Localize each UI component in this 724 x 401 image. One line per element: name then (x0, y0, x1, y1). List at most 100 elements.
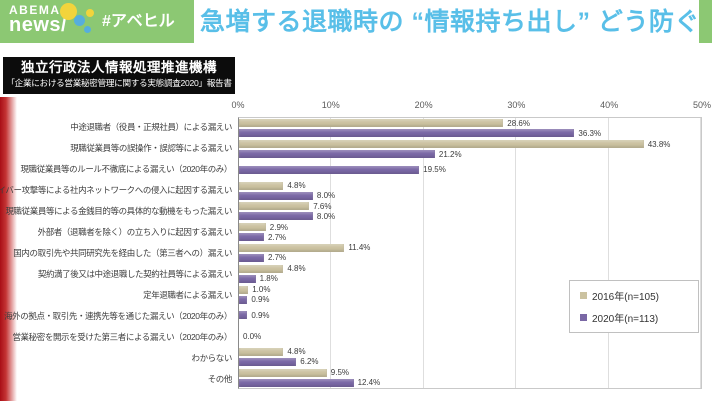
bar-line: 6.2% (239, 357, 701, 366)
bar-line: 4.8% (239, 181, 701, 190)
legend-entry: 2016年(n=105) (580, 288, 688, 303)
bar-line: 21.2% (239, 150, 701, 159)
bar-row: 2.9% 2.7% (239, 222, 701, 243)
category-label: 海外の拠点・取引先・連携先等を通じた漏えい（2020年のみ） (4, 310, 232, 321)
bar-value-label: 28.6% (507, 118, 530, 128)
category-label: 現職従業員等の誤操作・誤認等による漏えい (70, 143, 232, 154)
bar-value-label: 9.5% (330, 368, 349, 378)
category-label: 現職従業員等による金銭目的等の具体的な動機をもった漏えい (5, 206, 232, 217)
bar-value-label: 7.6% (313, 201, 332, 211)
plot-area: 2016年(n=105) 2020年(n=113) 28.6% 36.3% 43.8%… (238, 117, 702, 389)
logo-dot-blue-small-icon (84, 26, 91, 33)
bar-segment (239, 253, 264, 262)
bar-segment (239, 233, 264, 242)
bar-row: 1.0% 0.9% (239, 284, 701, 305)
gridline (515, 118, 517, 388)
bar-segment (239, 274, 256, 283)
legend-swatch-icon (580, 314, 587, 321)
bar-line: 1.8% (239, 274, 701, 283)
x-axis-tick: 10% (321, 100, 340, 110)
bar-segment (239, 378, 354, 387)
category-label: わからない (191, 352, 232, 363)
bar-row: 4.8% 1.8% (239, 263, 701, 284)
bar-row: 19.5% (239, 160, 701, 181)
bar-value-label: 4.8% (287, 181, 306, 191)
bar-segment (239, 243, 345, 252)
brand-abema-text: ABEMA (9, 3, 61, 17)
bar-value-label: 2.9% (269, 222, 289, 232)
bar-segment (239, 347, 284, 356)
bar-value-label: 2.7% (267, 232, 287, 242)
chart-legend: 2016年(n=105) 2020年(n=113) (569, 280, 699, 333)
category-label: サイバー攻撃等による社内ネットワークへの侵入に起因する漏えい (0, 185, 232, 196)
bar-line: 2.7% (239, 233, 701, 242)
bar-line: 43.8% (239, 140, 701, 149)
bar-value-label: 43.8% (647, 139, 671, 149)
headline-end-strip (699, 0, 712, 43)
x-axis: 0% 10% 20% 30% 40% 50% (231, 95, 711, 117)
bar-line: 2.9% (239, 223, 701, 232)
category-label: 外部者（退職者を除く）の立ち入りに起因する漏えい (37, 227, 233, 238)
bar-chart: 0% 10% 20% 30% 40% 50% 中途退職者（役員・正規社員）による漏えい 現職… (0, 95, 716, 395)
source-attribution-box: 独立行政法人情報処理推進機構 「企業における営業秘密管理に関する実態調査2020… (3, 57, 235, 94)
bar-line: 8.0% (239, 212, 701, 221)
bar-segment (239, 140, 644, 149)
header-bar: ABEMA news/ #アベヒル 急増する退職時の “情報持ち出し” どう防ぐ… (0, 0, 724, 43)
bar-segment (239, 119, 504, 128)
legend-entry: 2020年(n=113) (580, 310, 688, 325)
bar-line: 19.5% (239, 165, 701, 174)
category-label: 中途退職者（役員・正規社員）による漏えい (70, 122, 232, 133)
bar-row: 4.8% 8.0% (239, 180, 701, 201)
bar-segment (239, 181, 284, 190)
bar-value-label: 19.5% (423, 165, 446, 175)
bar-line: 4.8% (239, 264, 701, 273)
bar-value-label: 36.3% (578, 128, 602, 138)
brand-wordmark: ABEMA news/ (9, 4, 67, 35)
gridline (607, 118, 609, 388)
category-labels-column: 中途退職者（役員・正規社員）による漏えい 現職従業員等の誤操作・誤認等による漏えい… (0, 117, 233, 389)
legend-label: 2016年(n=105) (592, 292, 659, 303)
bar-line: 12.4% (239, 378, 701, 387)
bar-line: 9.5% (239, 368, 701, 377)
gridline (422, 118, 424, 388)
left-accent-strip (0, 97, 17, 401)
bar-row: 11.4% 2.7% (239, 243, 701, 264)
bar-value-label: 8.0% (316, 191, 336, 201)
bar-segment (239, 264, 284, 273)
x-axis-tick: 0% (231, 100, 245, 110)
category-label: 営業秘密を開示を受けた第三者による漏えい（2020年のみ） (12, 331, 232, 342)
bar-line: 28.6% (239, 119, 701, 128)
source-organization: 独立行政法人情報処理推進機構 (21, 60, 217, 75)
bar-value-label: 4.8% (287, 347, 306, 357)
bar-line: 8.0% (239, 191, 701, 200)
bar-row: 0.0% (239, 326, 701, 347)
logo-dot-yellow-small-icon (86, 9, 94, 17)
logo-dot-yellow-large-icon (60, 3, 77, 20)
bar-segment (239, 202, 310, 211)
bar-row: 9.5% 12.4% (239, 367, 701, 388)
bar-value-label: 12.4% (357, 378, 381, 388)
bar-line: 0.0% (239, 332, 701, 341)
program-hashtag: #アベヒル (102, 13, 175, 30)
bar-segment (239, 212, 313, 221)
category-label: その他 (207, 373, 233, 384)
bar-segment (239, 150, 435, 159)
bar-value-label: 1.0% (252, 285, 271, 294)
legend-swatch-icon (580, 292, 587, 299)
bar-row: 0.9% (239, 305, 701, 326)
bar-value-label: 0.9% (251, 310, 270, 320)
legend-label: 2020年(n=113) (592, 314, 659, 325)
bar-segment (239, 223, 266, 232)
bar-segment (239, 368, 327, 377)
bar-segment (239, 165, 420, 174)
logo-dot-blue-medium-icon (74, 15, 85, 26)
headline-title: 急増する退職時の “情報持ち出し” どう防ぐ？ (200, 8, 724, 36)
bar-value-label: 1.8% (259, 274, 278, 284)
bar-line: 0.9% (239, 311, 701, 320)
gridline (700, 118, 701, 388)
bar-line: 36.3% (239, 129, 701, 138)
category-label: 契約満了後又は中途退職した契約社員等による漏えい (37, 268, 233, 279)
bar-value-label: 4.8% (287, 264, 306, 274)
category-label: 現職従業員等のルール不徹底による漏えい（2020年のみ） (20, 164, 233, 175)
bar-segment (239, 285, 249, 294)
